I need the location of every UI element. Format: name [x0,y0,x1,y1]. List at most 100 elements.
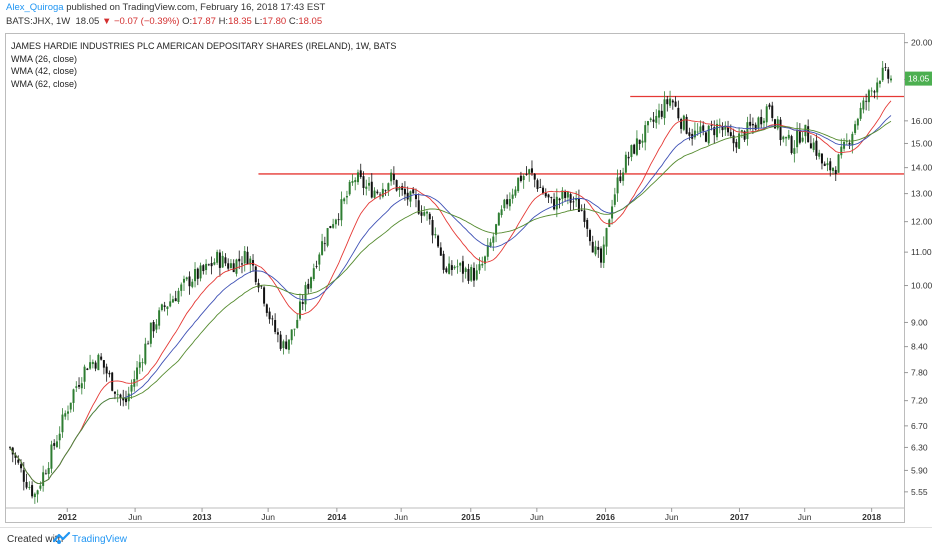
candle-body[interactable] [760,117,763,125]
candle-body[interactable] [583,210,586,222]
candle-body[interactable] [845,141,848,142]
candle-body[interactable] [613,194,616,205]
candle-body[interactable] [619,176,622,182]
candle-body[interactable] [704,132,707,142]
candle-body[interactable] [682,115,685,130]
candle-body[interactable] [83,366,86,382]
candle-body[interactable] [354,180,357,183]
candle-body[interactable] [677,107,680,119]
candle-body[interactable] [210,263,213,267]
candle-body[interactable] [28,487,31,488]
candle-body[interactable] [412,189,415,194]
candle-body[interactable] [279,334,282,349]
candle-body[interactable] [448,263,451,274]
candle-body[interactable] [359,170,362,178]
candle-body[interactable] [224,257,227,264]
candle-body[interactable] [793,148,796,154]
candle-body[interactable] [818,152,821,157]
candle-body[interactable] [227,263,230,269]
candle-body[interactable] [218,252,221,268]
candle-body[interactable] [326,228,329,246]
candle-body[interactable] [528,169,531,174]
candle-body[interactable] [437,235,440,247]
candle-body[interactable] [36,490,39,495]
candle-body[interactable] [564,191,567,198]
candle-body[interactable] [588,230,591,242]
candle-body[interactable] [97,354,100,371]
candle-body[interactable] [732,135,735,144]
candle-body[interactable] [207,264,210,266]
candle-body[interactable] [379,194,382,196]
candle-body[interactable] [486,245,489,257]
candle-body[interactable] [329,226,332,229]
candle-body[interactable] [500,209,503,216]
candle-body[interactable] [72,389,75,403]
candle-body[interactable] [514,189,517,196]
candle-body[interactable] [693,130,696,138]
candle-body[interactable] [196,268,199,279]
candle-body[interactable] [246,251,249,265]
candle-body[interactable] [50,444,53,469]
candle-body[interactable] [182,278,185,283]
candle-body[interactable] [464,268,467,272]
candle-body[interactable] [152,322,155,332]
candle-body[interactable] [859,107,862,119]
candle-body[interactable] [746,122,749,140]
candle-body[interactable] [718,124,721,126]
candle-body[interactable] [376,191,379,194]
candle-body[interactable] [243,251,246,264]
candle-body[interactable] [622,172,625,181]
candle-body[interactable] [696,131,699,133]
candle-body[interactable] [263,287,266,304]
candle-body[interactable] [644,125,647,143]
candle-body[interactable] [702,125,705,131]
candle-body[interactable] [25,482,28,488]
candle-body[interactable] [558,198,561,201]
candle-body[interactable] [862,100,865,110]
candle-body[interactable] [782,136,785,140]
candle-body[interactable] [409,191,412,202]
candle-body[interactable] [751,123,754,126]
candle-body[interactable] [249,258,252,265]
candle-body[interactable] [91,361,94,365]
candle-body[interactable] [815,140,818,156]
candle-body[interactable] [611,206,614,219]
candle-body[interactable] [627,156,630,159]
candle-body[interactable] [58,433,61,441]
candle-body[interactable] [771,105,774,118]
candle-body[interactable] [78,385,81,387]
candle-body[interactable] [138,362,141,368]
candle-body[interactable] [130,384,133,392]
candle-body[interactable] [638,139,641,144]
candle-body[interactable] [39,485,42,489]
candle-body[interactable] [423,212,426,216]
candle-body[interactable] [765,106,768,123]
candle-body[interactable] [840,146,843,156]
candle-body[interactable] [630,145,633,158]
candle-body[interactable] [53,443,56,446]
candle-body[interactable] [887,69,890,79]
candle-body[interactable] [185,277,188,280]
candle-body[interactable] [873,91,876,93]
candle-body[interactable] [426,211,429,214]
candle-body[interactable] [61,414,64,433]
candle-body[interactable] [798,130,801,143]
candle-body[interactable] [20,464,23,469]
candle-body[interactable] [768,104,771,108]
candle-body[interactable] [240,263,243,265]
candle-body[interactable] [31,485,34,497]
candle-body[interactable] [829,161,832,171]
candle-body[interactable] [257,283,260,288]
candle-body[interactable] [318,254,321,265]
candle-body[interactable] [456,266,459,268]
candle-body[interactable] [779,119,782,141]
candle-body[interactable] [608,219,611,227]
candle-body[interactable] [544,192,547,197]
candle-body[interactable] [202,265,205,272]
candle-body[interactable] [387,183,390,191]
candle-body[interactable] [384,190,387,192]
candle-body[interactable] [646,121,649,126]
candle-body[interactable] [740,130,743,133]
candle-body[interactable] [180,284,183,291]
candle-body[interactable] [674,101,677,107]
